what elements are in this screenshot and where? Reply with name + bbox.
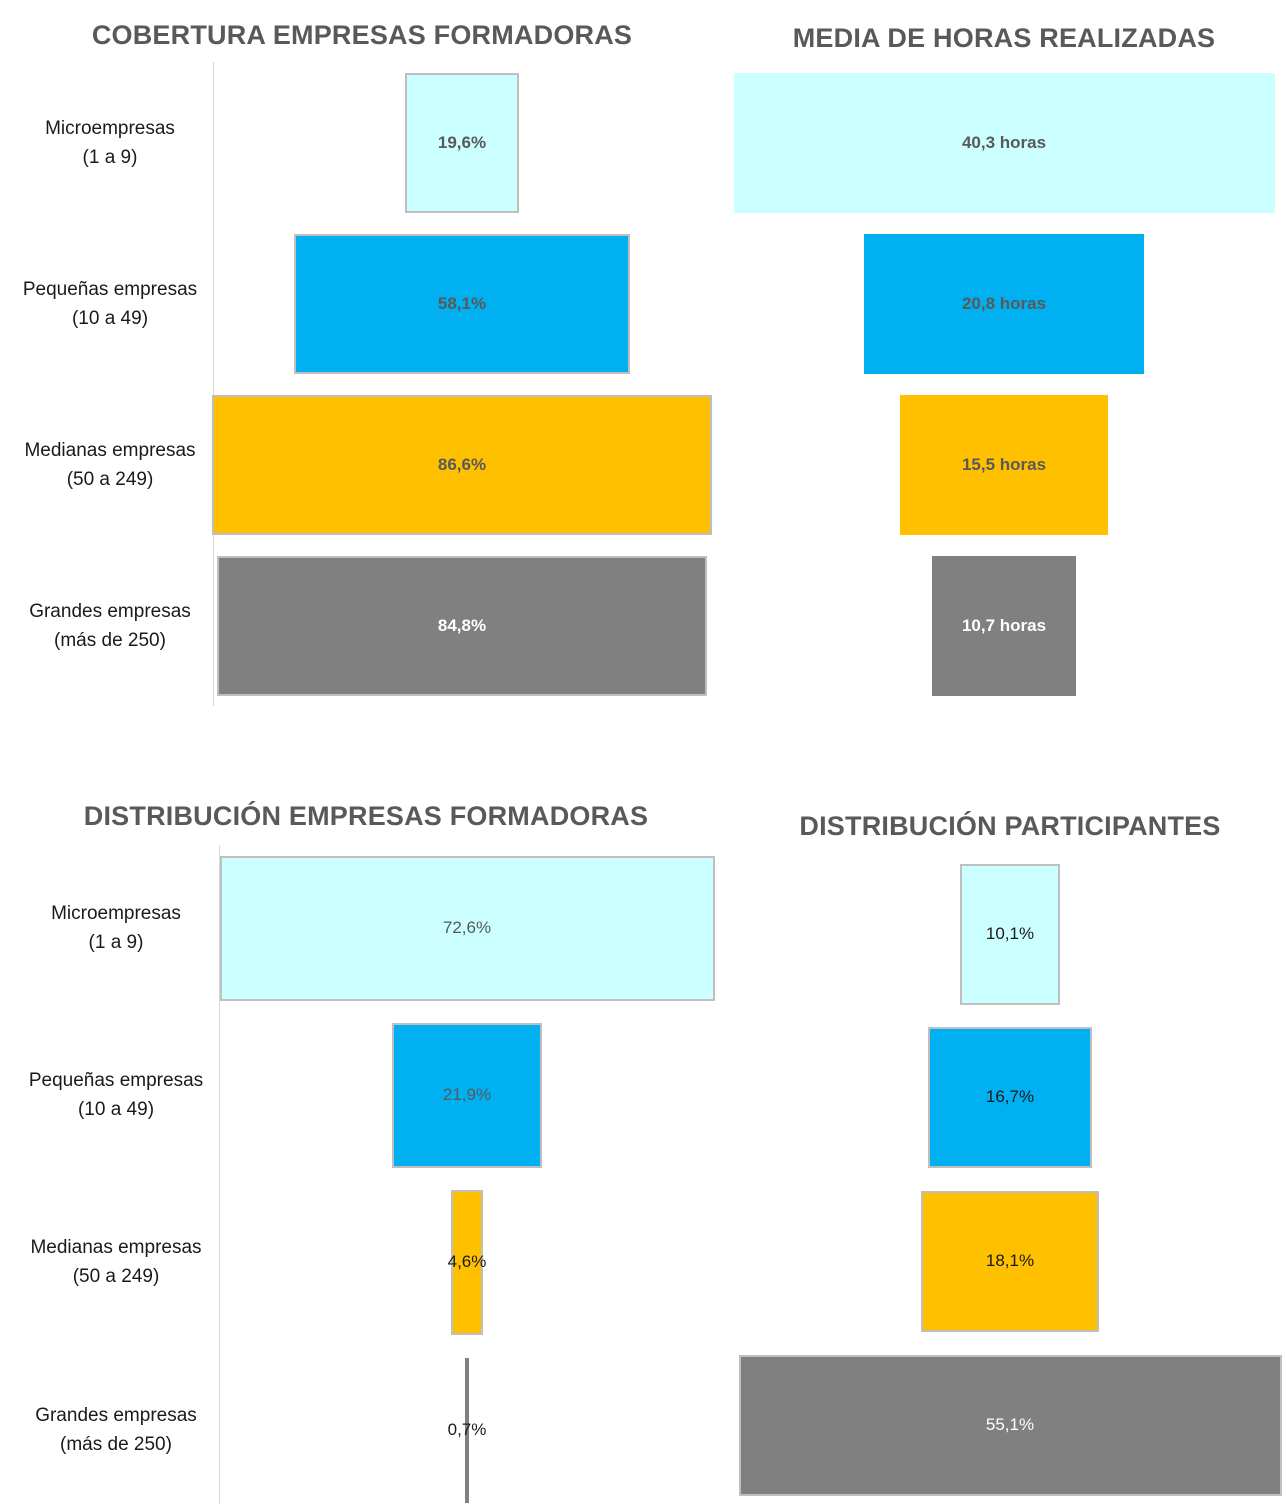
category-label: Medianas empresas (50 a 249): [30, 1237, 202, 1287]
category-label: Pequeñas empresas (10 a 49): [22, 279, 198, 329]
category-axis-line: [219, 845, 220, 1504]
bar-micro: [960, 863, 1060, 1005]
bar-micro: [733, 73, 1275, 213]
bar-value-label: 4,6%: [447, 1252, 487, 1271]
bar-value-label: 20,8 horas: [961, 294, 1047, 313]
bar-grandes: [932, 556, 1076, 696]
bar-value-label: 55,1%: [985, 1415, 1035, 1434]
bar-grandes: [217, 556, 707, 696]
bar-micro: [405, 73, 519, 213]
bar-value-label: 21,9%: [442, 1085, 492, 1104]
bar-pequenas: [864, 234, 1144, 374]
bar-value-label: 19,6%: [437, 133, 487, 152]
category-label: Grandes empresas (más de 250): [29, 601, 191, 651]
category-label: Microempresas (1 a 9): [51, 903, 181, 953]
bar-value-label: 16,7%: [985, 1087, 1035, 1106]
bar-value-label: 10,1%: [985, 924, 1035, 943]
chart-title: DISTRIBUCIÓN PARTICIPANTES: [799, 811, 1221, 841]
chart-title: MEDIA DE HORAS REALIZADAS: [792, 23, 1216, 53]
bar-value-label: 10,7 horas: [961, 616, 1047, 635]
category-label: Medianas empresas (50 a 249): [24, 440, 196, 490]
bar-pequenas: [294, 234, 630, 374]
bar-value-label: 0,7%: [447, 1420, 487, 1439]
chart-title: DISTRIBUCIÓN EMPRESAS FORMADORAS: [83, 801, 649, 831]
bar-value-label: 15,5 horas: [961, 455, 1047, 474]
bar-value-label: 58,1%: [437, 294, 487, 313]
bar-micro: [219, 855, 715, 1001]
bar-value-label: 40,3 horas: [961, 133, 1047, 152]
bar-medianas: [899, 395, 1109, 535]
bar-pequenas: [392, 1022, 542, 1168]
bar-medianas: [451, 1189, 483, 1335]
bar-grandes: [738, 1354, 1282, 1496]
chart-title: COBERTURA EMPRESAS FORMADORAS: [91, 20, 633, 50]
category-label: Pequeñas empresas (10 a 49): [28, 1070, 204, 1120]
bar-medianas: [212, 395, 712, 535]
category-axis-line: [213, 62, 214, 706]
bar-value-label: 72,6%: [442, 918, 492, 937]
bar-value-label: 86,6%: [437, 455, 487, 474]
category-label: Microempresas (1 a 9): [45, 118, 175, 168]
bar-value-label: 18,1%: [985, 1251, 1035, 1270]
bar-medianas: [920, 1190, 1100, 1332]
category-label: Grandes empresas (más de 250): [35, 1405, 197, 1455]
bar-value-label: 84,8%: [437, 616, 487, 635]
bar-grandes: [464, 1357, 470, 1503]
bar-pequenas: [927, 1026, 1093, 1168]
